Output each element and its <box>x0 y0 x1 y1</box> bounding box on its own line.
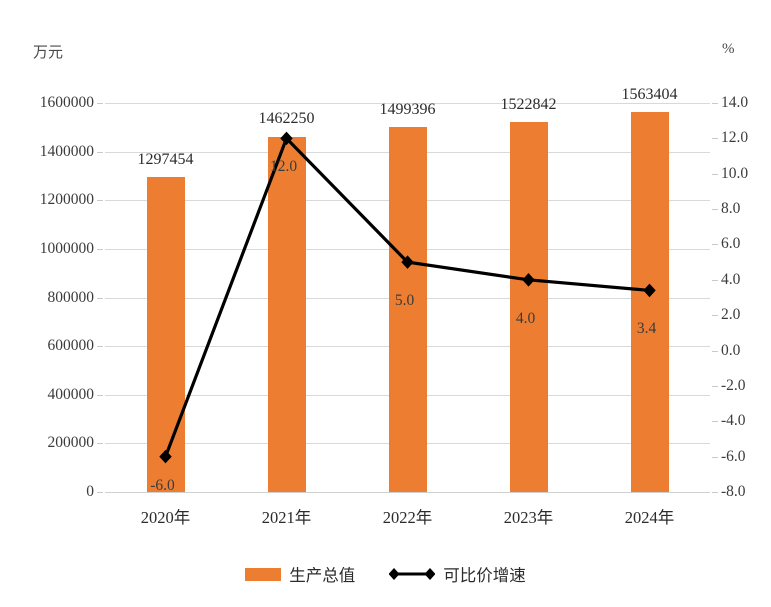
left-axis-tick-mark <box>97 394 103 396</box>
right-axis-tick-label: 4.0 <box>721 270 741 288</box>
category-tick-label: 2021年 <box>261 508 312 527</box>
line-data-label: 3.4 <box>636 320 657 338</box>
line-data-point-marker[interactable] <box>401 255 414 269</box>
right-axis-unit-label: % <box>722 41 735 57</box>
legend-item-label: 生产总值 <box>289 566 356 585</box>
left-axis-tick-label: 1200000 <box>39 191 94 209</box>
gridline <box>105 103 710 104</box>
right-axis-tick-label: -2.0 <box>721 376 746 394</box>
bar-data-label: 1462250 <box>258 110 315 128</box>
right-axis-tick-mark <box>712 173 718 175</box>
legend-item-label: 可比价增速 <box>443 566 526 585</box>
left-axis-tick-label: 800000 <box>47 288 95 306</box>
category-tick-label: 2024年 <box>624 508 675 527</box>
right-axis-tick-label: 0.0 <box>721 341 741 359</box>
plot-area: 0 200000 400000 600000 800000 1000000 1200000 1… <box>40 86 748 500</box>
left-axis-unit-label: 万元 <box>33 45 64 61</box>
left-axis-tick-mark <box>97 103 103 104</box>
bar[interactable] <box>146 176 185 492</box>
left-axis-tick-label: 600000 <box>47 337 95 355</box>
right-axis-tick-mark <box>712 456 718 458</box>
bar[interactable] <box>509 121 548 492</box>
right-axis-tick-mark <box>712 315 718 317</box>
right-axis-tick-mark <box>712 209 718 211</box>
right-axis-tick-mark <box>712 244 718 246</box>
line-data-label: 4.0 <box>515 309 536 327</box>
legend-item[interactable]: 可比价增速 <box>389 562 526 586</box>
right-axis-tick-mark <box>712 279 718 281</box>
right-axis-tick-mark <box>712 138 718 140</box>
left-axis-tick-mark <box>97 443 103 445</box>
bar-data-label: 1522842 <box>500 95 557 113</box>
bar[interactable] <box>267 136 306 492</box>
legend-bar-swatch-icon <box>245 567 282 581</box>
bar-data-label: 1563404 <box>621 85 678 103</box>
left-axis-tick-label: 400000 <box>47 385 95 403</box>
right-axis-tick-label: 8.0 <box>721 200 741 218</box>
legend-item[interactable]: 生产总值 <box>245 562 355 586</box>
left-axis-tick-mark <box>97 297 103 299</box>
right-axis-tick-mark <box>712 350 718 352</box>
left-axis-tick-label: 1400000 <box>39 142 94 160</box>
left-axis-tick-label: 200000 <box>47 434 95 452</box>
line-data-point-marker[interactable] <box>159 449 172 464</box>
right-axis-tick-label: 2.0 <box>721 306 741 324</box>
right-axis-tick-label: -8.0 <box>721 483 746 500</box>
left-axis-tick-label: 1000000 <box>39 239 94 257</box>
right-axis-tick-label: -6.0 <box>721 447 746 465</box>
gridline <box>105 492 710 493</box>
right-axis-tick-label: -4.0 <box>721 412 746 430</box>
left-axis-tick-label: 0 <box>86 483 94 500</box>
legend-line-diamond-icon <box>389 568 436 580</box>
line-data-point-marker[interactable] <box>280 131 293 146</box>
right-axis-tick-mark <box>712 103 718 104</box>
right-axis-tick-label: 14.0 <box>721 94 749 111</box>
left-axis-tick-mark <box>97 248 103 250</box>
right-axis-tick-label: 10.0 <box>721 164 749 182</box>
right-axis-tick-mark <box>712 492 718 493</box>
line-data-label: -6.0 <box>150 476 175 494</box>
line-series <box>159 131 656 464</box>
bar-data-label: 1499396 <box>379 101 436 119</box>
left-axis-tick-mark <box>97 346 103 348</box>
left-axis-tick-mark <box>97 151 103 153</box>
left-axis-tick-mark <box>97 492 103 493</box>
category-tick-label: 2020年 <box>140 508 191 527</box>
left-axis-tick-mark <box>97 200 103 202</box>
right-axis-tick-mark <box>712 385 718 387</box>
right-axis-tick-label: 6.0 <box>721 235 741 253</box>
line-data-point-marker[interactable] <box>643 283 656 298</box>
line-data-label: 5.0 <box>394 292 415 310</box>
line-data-label: 12.0 <box>269 158 298 176</box>
bar[interactable] <box>388 127 427 492</box>
right-axis-tick-label: 12.0 <box>721 129 749 147</box>
left-axis-tick-label: 1600000 <box>39 94 94 111</box>
bar-data-label: 1297454 <box>137 150 194 168</box>
line-data-point-marker[interactable] <box>522 273 535 287</box>
category-tick-label: 2022年 <box>382 508 433 527</box>
category-tick-label: 2023年 <box>503 508 554 527</box>
chart-legend: 生产总值 可比价增速 <box>0 562 771 586</box>
right-axis-tick-mark <box>712 421 718 423</box>
bar[interactable] <box>630 111 669 492</box>
